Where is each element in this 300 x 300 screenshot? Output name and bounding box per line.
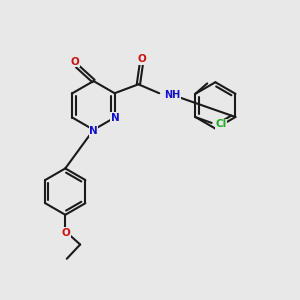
Text: N: N [89,126,98,136]
Text: O: O [70,57,79,67]
Text: N: N [111,112,120,123]
Text: O: O [61,228,70,238]
Text: O: O [137,54,146,64]
Text: NH: NH [165,90,181,100]
Text: Cl: Cl [215,119,226,129]
